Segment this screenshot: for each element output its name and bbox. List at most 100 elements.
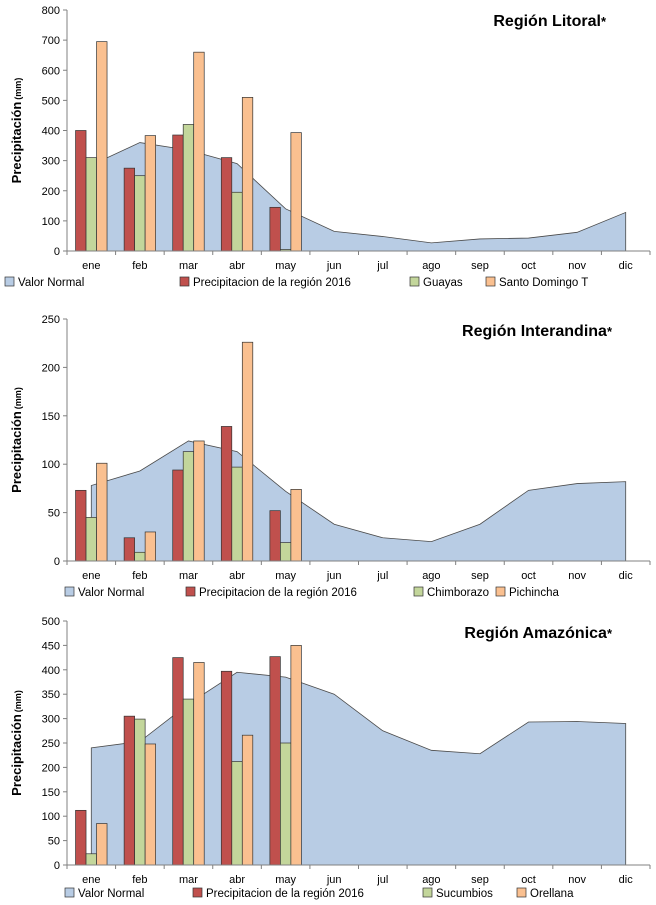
legend-series-1-swatch [192, 887, 203, 898]
chart-3: 0 50 100 150 200 250 300 350 400 450 500 ene feb mar a… [9, 616, 651, 900]
bar-3-may [290, 645, 302, 866]
bar-2-ene [85, 853, 97, 866]
x-tick-label: feb [132, 260, 147, 272]
x-tick-label: dic [619, 570, 634, 582]
bar-1-feb [123, 715, 135, 866]
y-tick-label: 300 [42, 156, 60, 168]
x-tick-label: abr [229, 570, 245, 582]
bar-3-abr [241, 734, 254, 866]
x-tick-label: ago [422, 874, 440, 886]
y-tick-label: 50 [48, 508, 60, 520]
legend-valor-normal-label: Valor Normal [78, 888, 144, 900]
bar-3-may [290, 132, 302, 252]
y-tick-label: 200 [42, 186, 60, 198]
chart-title-text: Región Amazónica [464, 625, 607, 642]
legend-series-3-label: Orellana [530, 888, 574, 900]
chart-title-text: Región Litoral [493, 13, 601, 30]
bar-3-feb [144, 531, 156, 562]
legend-valor-normal-label: Valor Normal [18, 277, 84, 289]
x-tick-label: may [275, 874, 296, 886]
y-tick-label: 600 [42, 65, 60, 77]
legend-series-1-label: Precipitacion de la región 2016 [206, 888, 364, 900]
bar-2-ene [85, 517, 97, 562]
x-tick-label: oct [521, 260, 536, 272]
chart-2: 0 50 100 150 200 250 ene feb mar abr may jun jul ago s… [9, 314, 651, 599]
x-tick-label: abr [229, 874, 245, 886]
bar-2-abr [231, 761, 243, 866]
area-valor-normal [90, 142, 627, 252]
y-tick-label: 0 [54, 860, 60, 872]
x-tick-label: ago [422, 570, 440, 582]
x-tick-label: jul [376, 570, 388, 582]
x-tick-label: dic [619, 874, 634, 886]
bar-1-abr [220, 426, 233, 562]
x-tick-label: ago [422, 260, 440, 272]
x-tick-label: may [275, 260, 296, 272]
legend-series-2-swatch [413, 586, 424, 597]
legend-series-3-swatch [485, 276, 496, 287]
bar-2-abr [231, 466, 243, 562]
area-valor-normal [90, 671, 627, 866]
bar-3-ene [96, 41, 108, 252]
y-axis-label-text: Precipitación [9, 102, 24, 184]
bar-3-mar [193, 51, 205, 252]
y-axis-label: Precipitación (mm) [9, 387, 24, 493]
legend: Valor Normal Precipitacion de la región 2… [64, 586, 559, 599]
bar-3-ene [96, 823, 108, 866]
x-tick-label: dic [619, 260, 634, 272]
y-axis-label-unit: (mm) [13, 387, 23, 409]
chart-title: Región Interandina* [462, 323, 613, 340]
bar-3-ene [96, 462, 108, 562]
x-tick-label: jun [326, 874, 342, 886]
bar-1-ene [75, 489, 87, 562]
x-tick-label: nov [568, 260, 586, 272]
bar-1-ene [75, 130, 87, 252]
legend-series-1-swatch [179, 276, 190, 287]
x-tick-label: sep [471, 570, 489, 582]
y-axis-label-unit: (mm) [13, 78, 23, 100]
x-tick-label: sep [471, 260, 489, 272]
bar-1-mar [172, 134, 184, 252]
chart-title-marker: * [607, 626, 613, 641]
bar-2-may [280, 542, 292, 562]
legend: Valor Normal Precipitacion de la región 2… [64, 887, 574, 900]
chart-title-marker: * [607, 324, 613, 339]
bar-1-may [269, 656, 281, 866]
x-tick-label: mar [179, 874, 198, 886]
legend-series-2-label: Sucumbios [436, 888, 493, 900]
x-tick-label: mar [179, 570, 198, 582]
bar-1-may [269, 510, 281, 562]
y-tick-label: 350 [42, 689, 60, 701]
y-axis-label: Precipitación (mm) [9, 690, 24, 796]
bar-1-feb [123, 167, 135, 252]
bar-1-mar [172, 469, 184, 562]
y-tick-label: 0 [54, 556, 60, 568]
bar-2-abr [231, 191, 243, 252]
bar-2-ene [85, 157, 97, 252]
y-tick-label: 400 [42, 665, 60, 677]
bar-1-ene [75, 809, 87, 866]
x-tick-label: jul [376, 260, 388, 272]
y-axis-label-text: Precipitación [9, 411, 24, 493]
bar-2-mar [182, 698, 195, 866]
x-tick-label: sep [471, 874, 489, 886]
x-tick-label: jun [326, 260, 342, 272]
chart-title: Región Litoral* [493, 13, 607, 30]
legend-series-3-label: Santo Domingo T [499, 277, 588, 289]
area-valor-normal [90, 440, 627, 562]
y-tick-label: 150 [42, 411, 60, 423]
y-tick-label: 100 [42, 459, 60, 471]
chart-title: Región Amazónica* [464, 625, 613, 642]
legend-series-3-swatch [516, 887, 527, 898]
bar-2-feb [134, 175, 146, 252]
x-tick-label: nov [568, 874, 586, 886]
chart-title-marker: * [601, 14, 607, 29]
x-tick-label: feb [132, 570, 147, 582]
bar-2-mar [182, 451, 195, 562]
x-tick-label: ene [82, 570, 100, 582]
y-tick-label: 250 [42, 738, 60, 750]
legend-series-3-swatch [495, 586, 506, 597]
legend-series-1-swatch [185, 586, 196, 597]
bar-3-mar [193, 440, 205, 562]
x-tick-label: ene [82, 260, 100, 272]
